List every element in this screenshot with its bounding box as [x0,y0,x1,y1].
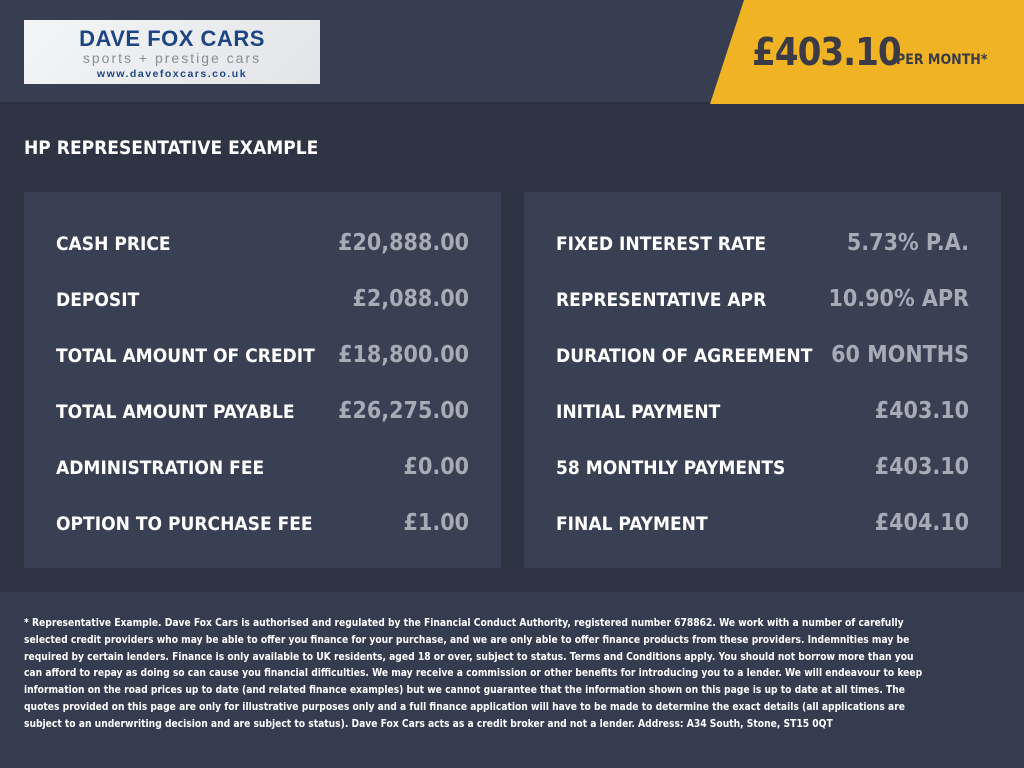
footer: * Representative Example. Dave Fox Cars … [0,592,1024,768]
finance-row: FINAL PAYMENT £404.10 [556,496,969,552]
row-label: CASH PRICE [56,233,171,255]
right-finance-panel: FIXED INTEREST RATE 5.73% P.A. REPRESENTA… [524,192,1001,568]
row-value: 60 MONTHS [831,342,969,368]
finance-row: ADMINISTRATION FEE £0.00 [56,440,469,496]
row-value: £403.10 [874,454,969,480]
per-month-label: PER MONTH* [896,52,988,68]
row-value: £403.10 [874,398,969,424]
section-title: HP REPRESENTATIVE EXAMPLE [24,137,319,159]
row-value: £26,275.00 [338,398,469,424]
row-label: OPTION TO PURCHASE FEE [56,513,313,535]
row-label: DEPOSIT [56,289,140,311]
row-value: 5.73% P.A. [846,230,969,256]
finance-row: TOTAL AMOUNT PAYABLE £26,275.00 [56,384,469,440]
finance-row: 58 MONTHLY PAYMENTS £403.10 [556,440,969,496]
row-label: TOTAL AMOUNT OF CREDIT [56,345,315,367]
dave-fox-cars-logo[interactable]: DAVE FOX CARS sports + prestige cars www… [24,20,320,84]
row-value: £404.10 [874,510,969,536]
finance-row: TOTAL AMOUNT OF CREDIT £18,800.00 [56,328,469,384]
finance-row: DURATION OF AGREEMENT 60 MONTHS [556,328,969,384]
monthly-price: £403.10 [752,30,902,74]
row-value: £1.00 [403,510,469,536]
row-value: £20,888.00 [338,230,469,256]
row-value: £18,800.00 [338,342,469,368]
row-label: FIXED INTEREST RATE [556,233,767,255]
row-label: ADMINISTRATION FEE [56,457,265,479]
row-label: TOTAL AMOUNT PAYABLE [56,401,295,423]
finance-row: FIXED INTEREST RATE 5.73% P.A. [556,216,969,272]
row-label: REPRESENTATIVE APR [556,289,767,311]
monthly-price-badge: £403.10 PER MONTH* [710,0,1024,104]
header: DAVE FOX CARS sports + prestige cars www… [0,0,1024,104]
finance-row: DEPOSIT £2,088.00 [56,272,469,328]
left-finance-panel: CASH PRICE £20,888.00 DEPOSIT £2,088.00 TO… [24,192,501,568]
logo-name: DAVE FOX CARS [79,26,265,51]
row-value: £0.00 [403,454,469,480]
finance-row: OPTION TO PURCHASE FEE £1.00 [56,496,469,552]
finance-row: CASH PRICE £20,888.00 [56,216,469,272]
logo-tagline: sports + prestige cars [82,50,262,66]
row-value: £2,088.00 [352,286,469,312]
row-label: 58 MONTHLY PAYMENTS [556,457,786,479]
row-label: INITIAL PAYMENT [556,401,721,423]
row-value: 10.90% APR [828,286,970,312]
finance-row: REPRESENTATIVE APR 10.90% APR [556,272,969,328]
finance-row: INITIAL PAYMENT £403.10 [556,384,969,440]
row-label: DURATION OF AGREEMENT [556,345,813,367]
row-label: FINAL PAYMENT [556,513,708,535]
logo-url: www.davefoxcars.co.uk [96,68,248,80]
disclaimer-text: * Representative Example. Dave Fox Cars … [24,618,923,730]
